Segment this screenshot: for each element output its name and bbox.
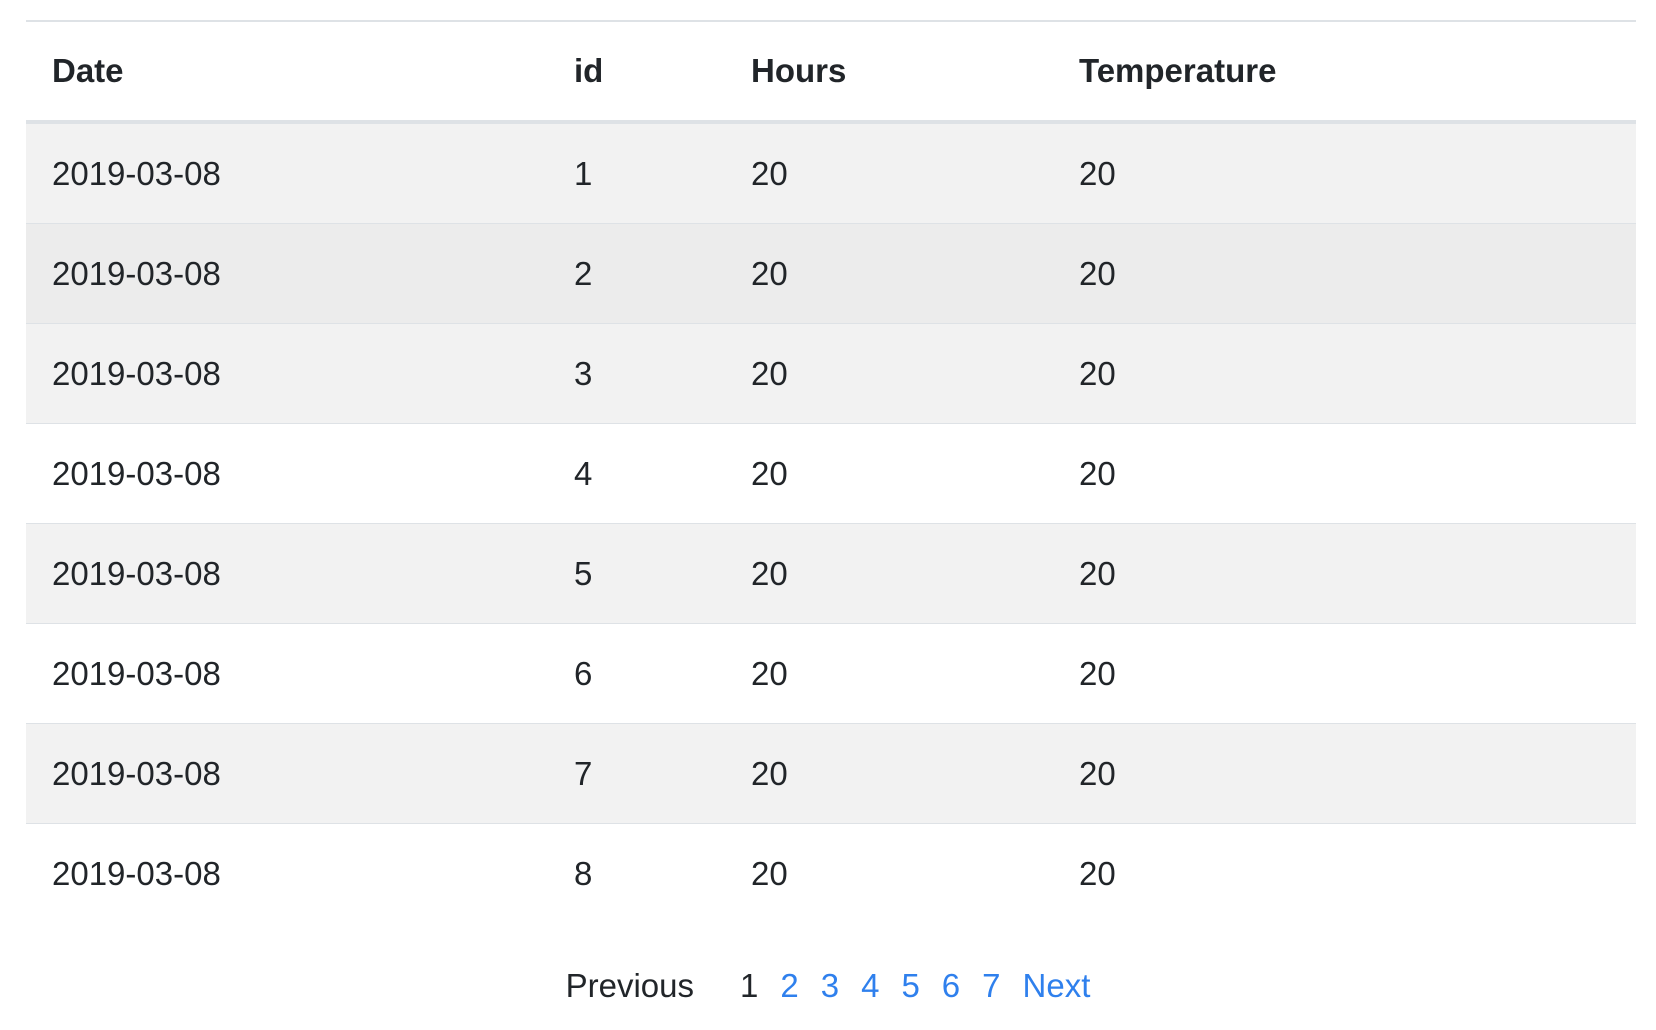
cell-date: 2019-03-08 bbox=[26, 523, 548, 624]
table-row: 2019-03-08 2 20 20 bbox=[26, 223, 1636, 324]
cell-date: 2019-03-08 bbox=[26, 723, 548, 824]
header-row: Date id Hours Temperature bbox=[26, 20, 1636, 124]
table-row: 2019-03-08 8 20 20 bbox=[26, 823, 1636, 923]
cell-temperature: 20 bbox=[1053, 423, 1636, 524]
cell-date: 2019-03-08 bbox=[26, 323, 548, 424]
cell-date: 2019-03-08 bbox=[26, 223, 548, 324]
page-number-3[interactable]: 3 bbox=[820, 967, 840, 1004]
table-header: Date id Hours Temperature bbox=[26, 20, 1636, 124]
data-table: Date id Hours Temperature 2019-03-08 1 2… bbox=[26, 20, 1636, 923]
cell-hours: 20 bbox=[725, 323, 1053, 424]
cell-hours: 20 bbox=[725, 523, 1053, 624]
column-header-temperature[interactable]: Temperature bbox=[1053, 20, 1636, 124]
cell-hours: 20 bbox=[725, 223, 1053, 324]
cell-temperature: 20 bbox=[1053, 223, 1636, 324]
cell-hours: 20 bbox=[725, 623, 1053, 724]
cell-temperature: 20 bbox=[1053, 523, 1636, 624]
cell-hours: 20 bbox=[725, 122, 1053, 224]
cell-temperature: 20 bbox=[1053, 823, 1636, 923]
cell-date: 2019-03-08 bbox=[26, 423, 548, 524]
next-page-button[interactable]: Next bbox=[1022, 967, 1091, 1004]
table-body: 2019-03-08 1 20 20 2019-03-08 2 20 20 20… bbox=[26, 122, 1636, 923]
table-row: 2019-03-08 4 20 20 bbox=[26, 423, 1636, 524]
cell-temperature: 20 bbox=[1053, 122, 1636, 224]
previous-page-button[interactable]: Previous bbox=[565, 967, 694, 1004]
table-row: 2019-03-08 5 20 20 bbox=[26, 523, 1636, 624]
cell-temperature: 20 bbox=[1053, 623, 1636, 724]
column-header-date[interactable]: Date bbox=[26, 20, 548, 124]
cell-hours: 20 bbox=[725, 723, 1053, 824]
cell-id: 8 bbox=[548, 823, 725, 923]
page-number-2[interactable]: 2 bbox=[780, 967, 799, 1004]
table-row: 2019-03-08 1 20 20 bbox=[26, 122, 1636, 224]
page-number-1[interactable]: 1 bbox=[740, 967, 759, 1004]
page-number-6[interactable]: 6 bbox=[941, 967, 961, 1004]
cell-id: 3 bbox=[548, 323, 725, 424]
table-row: 2019-03-08 6 20 20 bbox=[26, 623, 1636, 724]
cell-id: 5 bbox=[548, 523, 725, 624]
cell-id: 6 bbox=[548, 623, 725, 724]
cell-date: 2019-03-08 bbox=[26, 122, 548, 224]
cell-temperature: 20 bbox=[1053, 323, 1636, 424]
page-number-7[interactable]: 7 bbox=[982, 967, 1001, 1004]
cell-date: 2019-03-08 bbox=[26, 623, 548, 724]
column-header-hours[interactable]: Hours bbox=[725, 20, 1053, 124]
page-number-5[interactable]: 5 bbox=[901, 967, 920, 1004]
cell-temperature: 20 bbox=[1053, 723, 1636, 824]
page-number-4[interactable]: 4 bbox=[861, 967, 880, 1004]
data-table-container: Date id Hours Temperature 2019-03-08 1 2… bbox=[26, 20, 1636, 923]
cell-id: 4 bbox=[548, 423, 725, 524]
table-row: 2019-03-08 7 20 20 bbox=[26, 723, 1636, 824]
pagination: Previous 1 2 3 4 5 6 7 Next bbox=[0, 966, 1656, 1006]
cell-hours: 20 bbox=[725, 423, 1053, 524]
column-header-id[interactable]: id bbox=[548, 20, 725, 124]
cell-id: 2 bbox=[548, 223, 725, 324]
cell-id: 7 bbox=[548, 723, 725, 824]
cell-date: 2019-03-08 bbox=[26, 823, 548, 923]
cell-id: 1 bbox=[548, 122, 725, 224]
cell-hours: 20 bbox=[725, 823, 1053, 923]
table-row: 2019-03-08 3 20 20 bbox=[26, 323, 1636, 424]
